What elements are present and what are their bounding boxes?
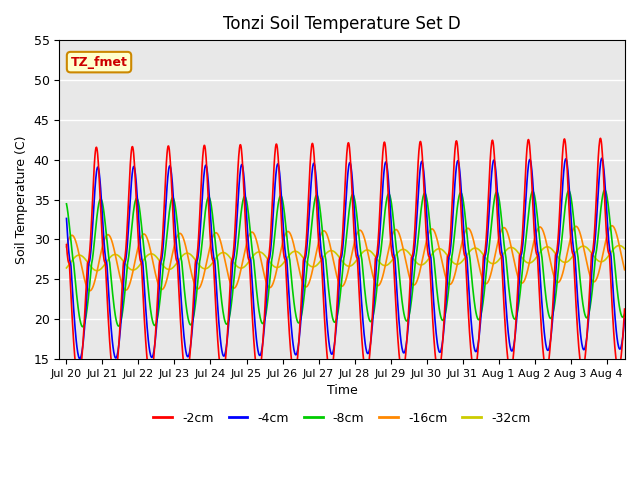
-32cm	[163, 266, 171, 272]
-32cm	[547, 246, 555, 252]
Title: Tonzi Soil Temperature Set D: Tonzi Soil Temperature Set D	[223, 15, 461, 33]
-8cm	[621, 311, 628, 317]
-32cm	[224, 252, 232, 258]
-4cm	[163, 183, 171, 189]
-4cm	[485, 210, 493, 216]
Text: TZ_fmet: TZ_fmet	[70, 56, 127, 69]
-32cm	[63, 265, 70, 271]
-8cm	[79, 324, 86, 330]
-32cm	[616, 242, 623, 248]
-2cm	[596, 135, 604, 141]
-2cm	[621, 306, 628, 312]
Line: -16cm: -16cm	[67, 226, 625, 291]
-16cm	[163, 276, 171, 282]
-2cm	[163, 150, 171, 156]
-8cm	[601, 187, 609, 193]
Line: -32cm: -32cm	[67, 245, 625, 271]
Line: -2cm: -2cm	[67, 138, 625, 379]
-8cm	[163, 231, 171, 237]
-16cm	[63, 244, 70, 250]
-8cm	[173, 223, 181, 228]
-4cm	[547, 334, 555, 339]
-32cm	[275, 264, 282, 270]
-16cm	[275, 259, 282, 264]
Legend: -2cm, -4cm, -8cm, -16cm, -32cm: -2cm, -4cm, -8cm, -16cm, -32cm	[148, 407, 536, 430]
-2cm	[173, 263, 181, 268]
-2cm	[485, 180, 493, 185]
-16cm	[224, 271, 232, 277]
-4cm	[275, 162, 282, 168]
-4cm	[76, 356, 83, 361]
Y-axis label: Soil Temperature (C): Soil Temperature (C)	[15, 135, 28, 264]
-16cm	[485, 277, 493, 283]
-2cm	[75, 376, 83, 382]
-8cm	[547, 315, 555, 321]
-16cm	[608, 223, 616, 228]
-4cm	[173, 254, 181, 260]
-2cm	[224, 324, 232, 330]
-2cm	[547, 333, 555, 338]
-2cm	[275, 160, 282, 166]
-4cm	[224, 330, 232, 336]
-8cm	[275, 199, 282, 205]
-32cm	[485, 259, 493, 264]
-2cm	[63, 242, 70, 248]
-16cm	[173, 233, 181, 239]
-8cm	[485, 245, 493, 251]
-4cm	[598, 156, 606, 161]
-8cm	[63, 201, 70, 207]
-16cm	[621, 267, 628, 273]
-16cm	[547, 262, 555, 267]
X-axis label: Time: Time	[326, 384, 357, 397]
Line: -4cm: -4cm	[67, 158, 625, 359]
-32cm	[621, 246, 628, 252]
Line: -8cm: -8cm	[67, 190, 625, 327]
-4cm	[621, 316, 628, 322]
-8cm	[224, 320, 232, 326]
-32cm	[173, 259, 181, 265]
-4cm	[63, 216, 70, 221]
-32cm	[93, 268, 100, 274]
-16cm	[86, 288, 93, 294]
